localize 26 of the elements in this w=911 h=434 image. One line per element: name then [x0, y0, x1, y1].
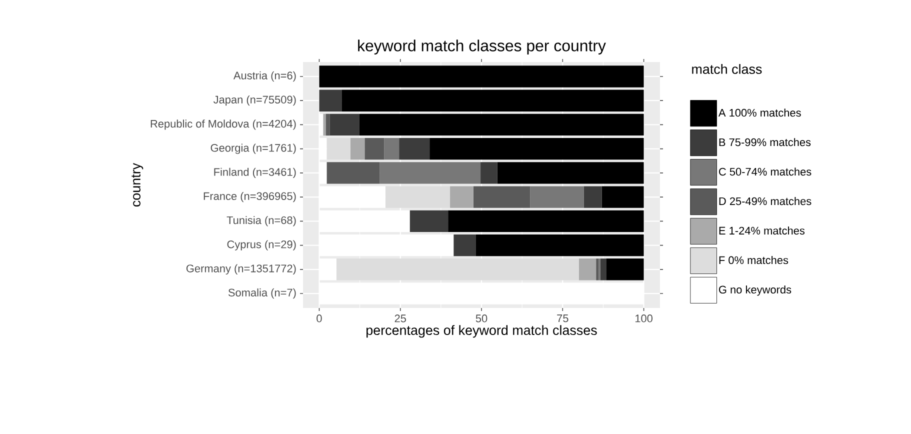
legend-title: match class — [692, 64, 762, 74]
x-tick-label: 25 — [394, 314, 406, 322]
y-tick-label: Somalia (n=7) — [228, 288, 296, 299]
x-axis-title: percentages of keyword match classes — [366, 325, 597, 338]
x-tick-label: 0 — [316, 314, 322, 322]
y-tick-label: Japan (n=75509) — [213, 95, 296, 106]
y-tick-label: France (n=396965) — [204, 192, 296, 202]
x-tick-label: 75 — [557, 314, 568, 322]
y-tick-label: Austria (n=6) — [233, 71, 296, 82]
y-tick-label: Germany (n=1351772) — [186, 264, 296, 275]
chart-title: keyword match classes per country — [358, 40, 606, 55]
legend-label: A 100% matches — [718, 108, 801, 117]
x-tick-label: 50 — [476, 314, 488, 322]
y-tick-label: Georgia (n=1761) — [210, 144, 296, 154]
y-tick-label: Cyprus (n=29) — [227, 240, 296, 250]
legend-label: G no keywords — [719, 285, 792, 296]
y-tick-label: Republic of Moldova (n=4204) — [150, 120, 296, 130]
legend-label: D 25-49% matches — [719, 197, 812, 206]
legend-label: F 0% matches — [719, 256, 788, 264]
legend-label: B 75-99% matches — [719, 138, 811, 146]
y-axis-title: country — [132, 162, 144, 206]
legend-label: E 1-24% matches — [719, 226, 805, 235]
y-tick-label: Finland (n=3461) — [214, 168, 296, 178]
legend-label: C 50-74% matches — [719, 168, 812, 176]
x-tick-label: 100 — [635, 314, 652, 322]
y-tick-label: Tunisia (n=68) — [226, 216, 296, 226]
